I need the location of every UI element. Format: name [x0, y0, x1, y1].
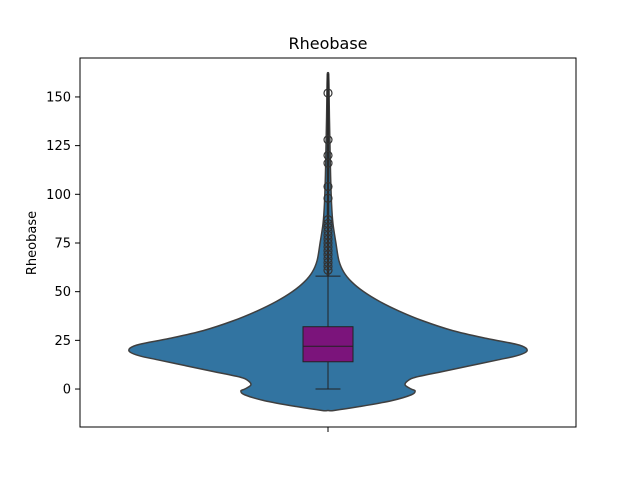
y-tick-label: 100: [46, 188, 71, 203]
outlier-point: [323, 193, 333, 203]
y-axis-label: Rheobase: [25, 211, 40, 275]
interquartile-box: [302, 326, 354, 363]
outlier-point: [323, 181, 333, 192]
outlier-layer: [323, 73, 333, 277]
y-tick-layer: 0 25 50 75 100 125 150: [46, 90, 80, 398]
outlier-point: [323, 135, 333, 145]
y-tick-label: 150: [46, 90, 71, 105]
y-tick-label: 75: [54, 236, 71, 251]
outlier-point: [323, 150, 333, 160]
y-tick-label: 125: [46, 139, 71, 154]
chart-title: Rheobase: [288, 34, 367, 53]
box-layer: [302, 275, 354, 390]
y-tick-label: 25: [54, 334, 71, 349]
outlier-point: [323, 215, 333, 225]
outlier-point: [323, 218, 333, 229]
outlier-point: [323, 88, 333, 98]
y-tick-label: 0: [63, 383, 71, 398]
y-tick-label: 50: [54, 285, 71, 300]
